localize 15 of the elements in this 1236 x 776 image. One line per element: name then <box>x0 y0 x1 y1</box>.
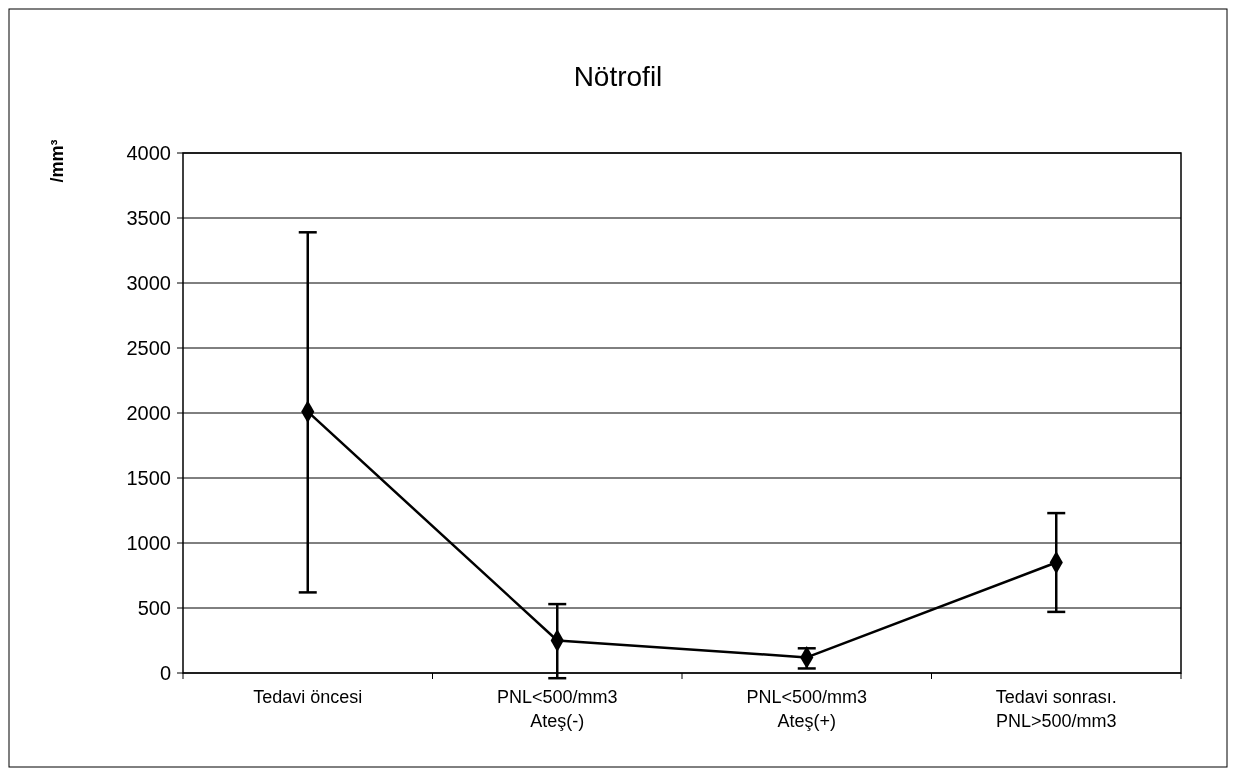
y-tick-label: 2500 <box>126 337 171 359</box>
x-tick-label: Tedavi sonrası. PNL>500/mm3 <box>995 687 1117 731</box>
y-axis-title: /mm³ <box>47 139 67 183</box>
y-tick-label: 1000 <box>126 532 171 554</box>
chart-title: Nötrofil <box>573 61 663 92</box>
x-tick-label: Tedavi öncesi <box>253 687 363 707</box>
x-tick-label: PNL<500/mm3 Ateş(+) <box>746 687 868 731</box>
y-tick-label: 0 <box>159 662 171 684</box>
y-tick-label: 2000 <box>126 402 171 424</box>
y-tick-label: 4000 <box>126 142 171 164</box>
y-tick-label: 1500 <box>126 467 171 489</box>
x-tick-label: PNL<500/mm3 Ateş(-) <box>496 687 618 731</box>
y-tick-label: 3000 <box>126 272 171 294</box>
y-tick-label: 3500 <box>126 207 171 229</box>
y-tick-label: 500 <box>137 597 171 619</box>
